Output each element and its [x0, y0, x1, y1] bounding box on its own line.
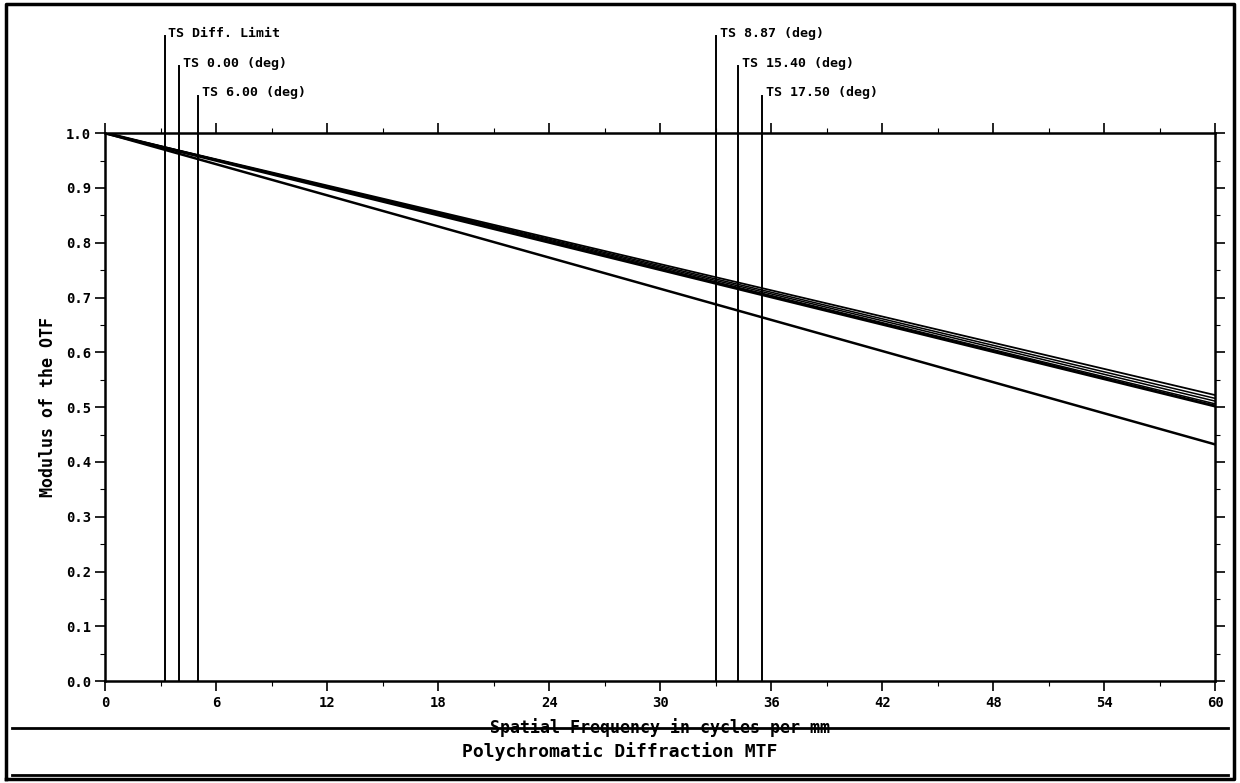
- Text: TS 17.50 (deg): TS 17.50 (deg): [766, 86, 878, 99]
- Text: TS 15.40 (deg): TS 15.40 (deg): [742, 56, 853, 70]
- X-axis label: Spatial Frequency in cycles per mm: Spatial Frequency in cycles per mm: [490, 718, 831, 737]
- Text: TS 0.00 (deg): TS 0.00 (deg): [184, 56, 288, 70]
- Text: TS Diff. Limit: TS Diff. Limit: [169, 27, 280, 40]
- Text: TS 6.00 (deg): TS 6.00 (deg): [202, 86, 305, 99]
- Y-axis label: Modulus of the OTF: Modulus of the OTF: [40, 317, 57, 497]
- Text: Polychromatic Diffraction MTF: Polychromatic Diffraction MTF: [463, 742, 777, 761]
- Text: TS 8.87 (deg): TS 8.87 (deg): [719, 27, 823, 40]
